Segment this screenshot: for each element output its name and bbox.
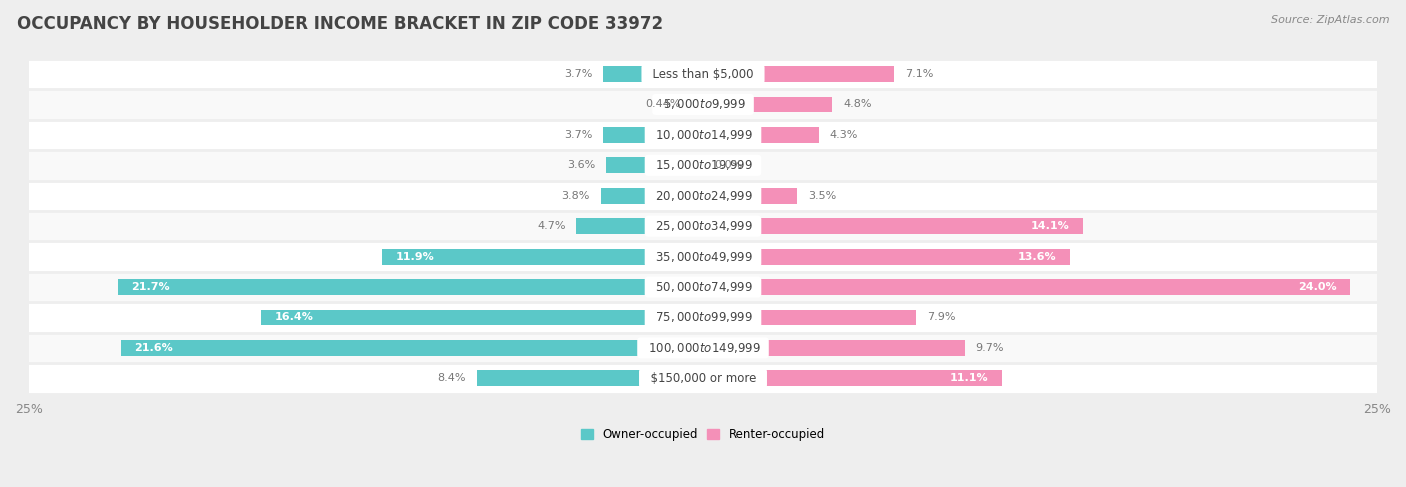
Bar bbox=[703, 66, 894, 82]
Bar bbox=[30, 302, 1376, 333]
Bar bbox=[703, 249, 1070, 264]
Bar bbox=[606, 157, 703, 173]
Text: 11.1%: 11.1% bbox=[950, 374, 988, 383]
Text: $25,000 to $34,999: $25,000 to $34,999 bbox=[648, 219, 758, 233]
Bar bbox=[30, 120, 1376, 150]
Bar bbox=[121, 340, 703, 356]
Text: $150,000 or more: $150,000 or more bbox=[643, 372, 763, 385]
Text: $15,000 to $19,999: $15,000 to $19,999 bbox=[648, 158, 758, 172]
Text: 3.7%: 3.7% bbox=[564, 69, 592, 79]
Text: 24.0%: 24.0% bbox=[1298, 282, 1337, 292]
Bar bbox=[30, 150, 1376, 181]
Bar bbox=[382, 249, 703, 264]
Bar bbox=[118, 279, 703, 295]
Text: 13.6%: 13.6% bbox=[1018, 252, 1056, 262]
Text: OCCUPANCY BY HOUSEHOLDER INCOME BRACKET IN ZIP CODE 33972: OCCUPANCY BY HOUSEHOLDER INCOME BRACKET … bbox=[17, 15, 664, 33]
Text: $100,000 to $149,999: $100,000 to $149,999 bbox=[641, 341, 765, 355]
Text: 9.7%: 9.7% bbox=[976, 343, 1004, 353]
Bar bbox=[703, 279, 1350, 295]
Bar bbox=[703, 188, 797, 204]
Bar bbox=[703, 218, 1083, 234]
Bar bbox=[30, 272, 1376, 302]
Bar bbox=[703, 310, 915, 325]
Text: $35,000 to $49,999: $35,000 to $49,999 bbox=[648, 250, 758, 263]
Bar bbox=[603, 66, 703, 82]
Bar bbox=[30, 59, 1376, 89]
Text: $75,000 to $99,999: $75,000 to $99,999 bbox=[648, 311, 758, 324]
Text: $20,000 to $24,999: $20,000 to $24,999 bbox=[648, 189, 758, 203]
Text: 11.9%: 11.9% bbox=[395, 252, 434, 262]
Bar bbox=[30, 242, 1376, 272]
Text: 4.7%: 4.7% bbox=[537, 221, 565, 231]
Text: Source: ZipAtlas.com: Source: ZipAtlas.com bbox=[1271, 15, 1389, 25]
Text: 0.44%: 0.44% bbox=[645, 99, 681, 110]
Text: 0.0%: 0.0% bbox=[714, 160, 742, 170]
Text: 3.5%: 3.5% bbox=[808, 191, 837, 201]
Bar bbox=[30, 181, 1376, 211]
Bar bbox=[30, 211, 1376, 242]
Text: 3.6%: 3.6% bbox=[567, 160, 595, 170]
Bar bbox=[703, 96, 832, 112]
Text: 4.8%: 4.8% bbox=[844, 99, 872, 110]
Bar bbox=[692, 96, 703, 112]
Text: 7.9%: 7.9% bbox=[927, 313, 955, 322]
Bar bbox=[703, 340, 965, 356]
Bar bbox=[600, 188, 703, 204]
Text: 8.4%: 8.4% bbox=[437, 374, 465, 383]
Bar bbox=[262, 310, 703, 325]
Legend: Owner-occupied, Renter-occupied: Owner-occupied, Renter-occupied bbox=[581, 428, 825, 441]
Text: 21.6%: 21.6% bbox=[134, 343, 173, 353]
Text: 14.1%: 14.1% bbox=[1031, 221, 1070, 231]
Text: 3.8%: 3.8% bbox=[561, 191, 589, 201]
Text: 7.1%: 7.1% bbox=[905, 69, 934, 79]
Text: 16.4%: 16.4% bbox=[274, 313, 314, 322]
Bar bbox=[576, 218, 703, 234]
Bar bbox=[603, 127, 703, 143]
Text: Less than $5,000: Less than $5,000 bbox=[645, 68, 761, 80]
Bar bbox=[30, 89, 1376, 120]
Text: 21.7%: 21.7% bbox=[131, 282, 170, 292]
Text: 4.3%: 4.3% bbox=[830, 130, 858, 140]
Bar bbox=[30, 363, 1376, 393]
Text: $10,000 to $14,999: $10,000 to $14,999 bbox=[648, 128, 758, 142]
Text: $50,000 to $74,999: $50,000 to $74,999 bbox=[648, 280, 758, 294]
Text: 3.7%: 3.7% bbox=[564, 130, 592, 140]
Bar bbox=[30, 333, 1376, 363]
Text: $5,000 to $9,999: $5,000 to $9,999 bbox=[655, 97, 751, 112]
Bar bbox=[703, 127, 818, 143]
Bar bbox=[477, 371, 703, 386]
Bar bbox=[703, 371, 1002, 386]
